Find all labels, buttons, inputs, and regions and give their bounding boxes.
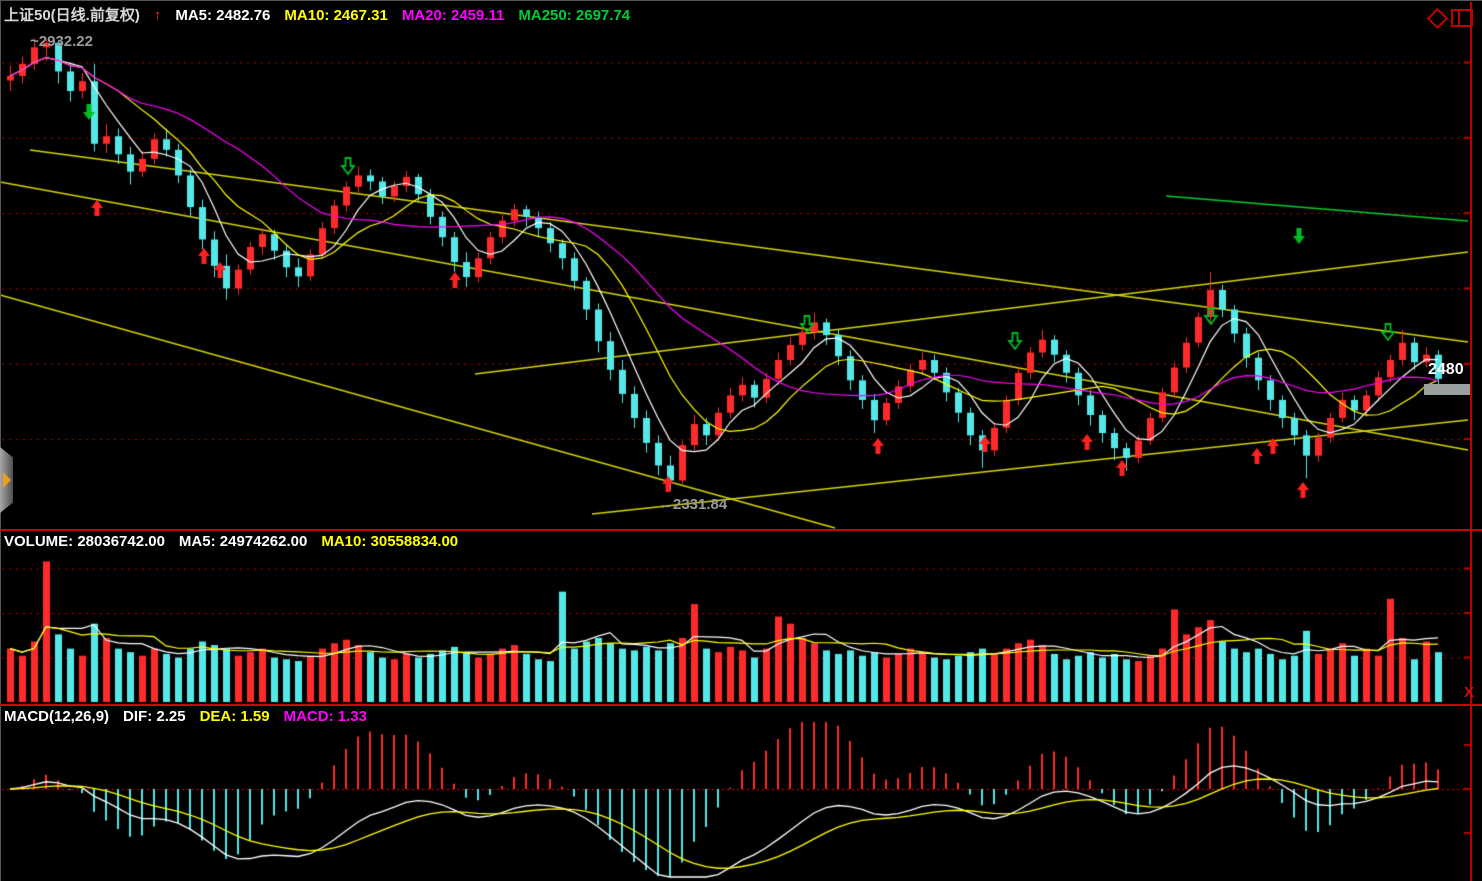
split-window-icon[interactable] <box>1451 9 1473 27</box>
split-window-icon-divider <box>1458 11 1460 25</box>
volume-panel-header: VOLUME: 28036742.00 MA5: 24974262.00 MA10:… <box>4 533 472 550</box>
symbol-title: 上证50(日线.前复权) <box>4 7 140 24</box>
main-chart-header: 上证50(日线.前复权) ↑ MA5: 2482.76 MA10: 2467.31 MA… <box>4 4 644 25</box>
volume-ma10-value: MA10: 30558834.00 <box>321 533 459 550</box>
close-panel-icon[interactable]: X <box>1464 684 1475 701</box>
macd-panel-header: MACD(12,26,9) DIF: 2.25 DEA: 1.59 MACD: 1.3… <box>4 708 381 725</box>
high-price-annotation: ~2932.22 <box>30 33 93 50</box>
macd-params: MACD(12,26,9) <box>4 708 110 725</box>
window-border-left <box>0 0 1 881</box>
dif-value: DIF: 2.25 <box>123 708 186 725</box>
sidebar-toggle[interactable] <box>0 447 13 513</box>
ma10-value: MA10: 2467.31 <box>284 7 388 24</box>
trend-up-arrow-icon: ↑ <box>153 7 162 24</box>
dea-value: DEA: 1.59 <box>199 708 270 725</box>
macd-value: MACD: 1.33 <box>283 708 367 725</box>
ma5-value: MA5: 2482.76 <box>175 7 271 24</box>
ma250-value: MA250: 2697.74 <box>518 7 631 24</box>
last-price-marker <box>1424 384 1470 395</box>
volume-ma5-value: MA5: 24974262.00 <box>178 533 308 550</box>
sidebar-toggle-arrow-icon <box>3 472 11 488</box>
low-price-annotation: ←2331.84 <box>658 496 728 513</box>
price-axis-line <box>1470 2 1472 881</box>
panel-divider-volume-macd <box>0 704 1482 706</box>
volume-value: VOLUME: 28036742.00 <box>4 533 165 550</box>
last-price-label: 2480 <box>1428 361 1464 378</box>
ma20-value: MA20: 2459.11 <box>401 7 505 24</box>
window-border-top <box>0 0 1482 1</box>
panel-divider-main-volume <box>0 529 1482 531</box>
